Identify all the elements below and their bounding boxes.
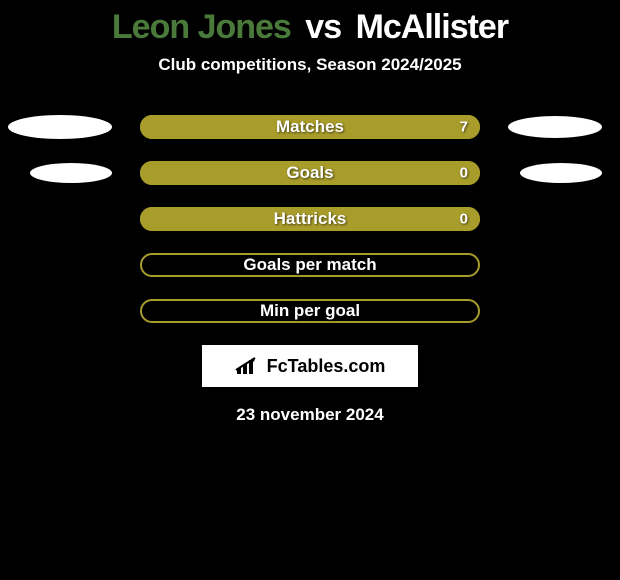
stat-label: Goals per match xyxy=(243,255,376,275)
stat-row: Goals per match xyxy=(0,253,620,277)
stat-value: 7 xyxy=(460,119,468,136)
stat-bar: Hattricks 0 xyxy=(140,207,480,231)
stat-label: Hattricks xyxy=(274,209,347,229)
stat-label: Goals xyxy=(286,163,333,183)
subtitle: Club competitions, Season 2024/2025 xyxy=(0,55,620,75)
stat-row: Min per goal xyxy=(0,299,620,323)
fctables-logo: FcTables.com xyxy=(202,345,418,387)
stat-label: Matches xyxy=(276,117,344,137)
logo-text: FcTables.com xyxy=(267,356,386,377)
stat-row: Hattricks 0 xyxy=(0,207,620,231)
stat-row: Matches 7 xyxy=(0,115,620,139)
stat-bar: Goals per match xyxy=(140,253,480,277)
stat-bar: Min per goal xyxy=(140,299,480,323)
stat-label: Min per goal xyxy=(260,301,360,321)
stat-value: 0 xyxy=(460,165,468,182)
logo-text-fc: Fc xyxy=(267,356,288,376)
player2-ellipse xyxy=(508,116,602,138)
player2-ellipse xyxy=(520,163,602,183)
stat-bar: Goals 0 xyxy=(140,161,480,185)
stat-row: Goals 0 xyxy=(0,161,620,185)
player2-name: McAllister xyxy=(356,8,509,46)
player1-ellipse xyxy=(8,115,112,139)
vs-text: vs xyxy=(305,8,341,46)
stat-bar: Matches 7 xyxy=(140,115,480,139)
page-title: Leon Jones vs McAllister xyxy=(0,0,620,47)
bar-chart-icon xyxy=(235,356,261,376)
player1-ellipse xyxy=(30,163,112,183)
player1-name: Leon Jones xyxy=(112,8,291,46)
date-text: 23 november 2024 xyxy=(0,405,620,425)
stat-rows: Matches 7 Goals 0 Hattricks 0 Goals per match M… xyxy=(0,115,620,323)
logo-text-rest: Tables.com xyxy=(288,356,386,376)
stat-value: 0 xyxy=(460,211,468,228)
